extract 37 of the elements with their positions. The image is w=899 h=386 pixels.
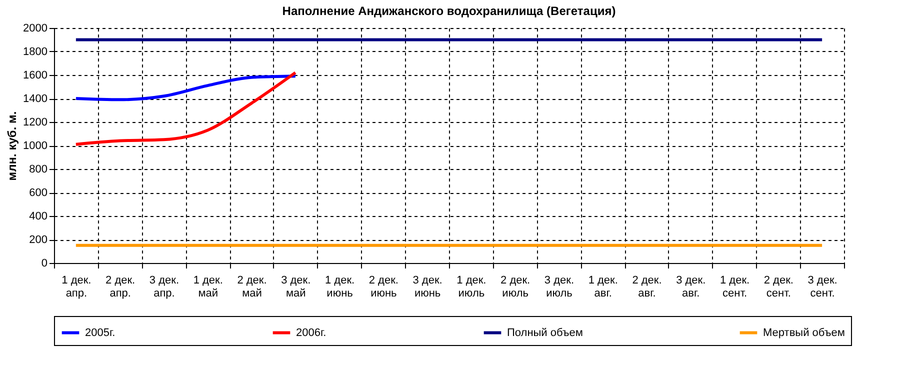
legend-label: Полный объем [507, 326, 583, 339]
legend-label: 2006г. [296, 326, 326, 339]
x-tick-label: 2 дек. июль [500, 274, 530, 300]
y-tick-label: 1400 [23, 93, 48, 105]
y-axis-title: млн. куб. м. [5, 111, 20, 181]
y-tick-label: 0 [41, 258, 48, 270]
x-tick-label: 2 дек. сент. [764, 274, 794, 300]
legend-label: Мертвый объем [763, 326, 845, 339]
x-tick-label: 1 дек. сент. [720, 274, 750, 300]
x-tick-label: 1 дек. июль [456, 274, 486, 300]
x-tick-label: 1 дек. авг. [588, 274, 618, 300]
x-tick-label: 2 дек. июнь [368, 274, 398, 300]
y-tick-label: 200 [29, 234, 48, 246]
y-tick-label: 1000 [23, 140, 48, 152]
y-tick-label: 2000 [23, 22, 48, 34]
y-tick-label: 1200 [23, 116, 48, 128]
chart-title: Наполнение Андижанского водохранилища (Вегетация) [282, 4, 616, 18]
y-tick-label: 600 [29, 187, 48, 199]
x-tick-label: 3 дек. июль [544, 274, 574, 300]
x-tick-label: 1 дек. апр. [62, 274, 92, 300]
legend-label: 2005г. [85, 326, 116, 339]
x-tick-label: 3 дек. май [281, 274, 311, 300]
x-tick-label: 3 дек. июнь [412, 274, 442, 300]
y-tick-label: 1800 [23, 46, 48, 58]
x-tick-label: 2 дек. авг. [632, 274, 662, 300]
x-tick-label: 3 дек. авг. [676, 274, 706, 300]
x-tick-label: 2 дек. май [237, 274, 267, 300]
y-tick-label: 1600 [23, 70, 48, 82]
line-series [74, 74, 297, 102]
x-tick-label: 2 дек. апр. [106, 274, 136, 300]
x-tick-label: 3 дек. сент. [808, 274, 838, 300]
x-tick-label: 3 дек. апр. [149, 274, 180, 300]
x-tick-label: 1 дек. май [193, 274, 223, 300]
x-tick-label: 1 дек. июнь [324, 274, 355, 300]
y-tick-label: 800 [29, 164, 48, 176]
y-tick-label: 400 [29, 210, 48, 222]
line-series [74, 71, 297, 146]
